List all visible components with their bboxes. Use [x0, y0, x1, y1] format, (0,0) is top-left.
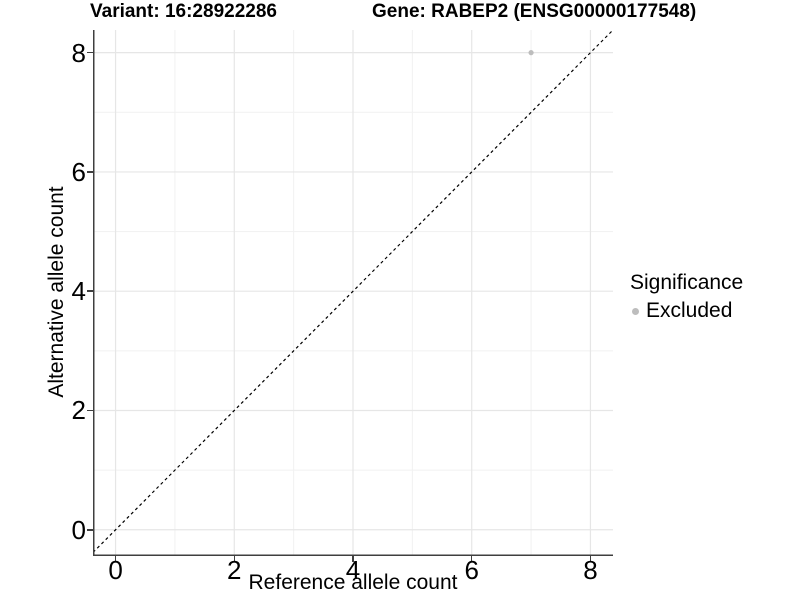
plot-title-gene: Gene: RABEP2 (ENSG00000177548): [372, 1, 697, 22]
y-tick-mark: [87, 51, 93, 54]
legend-item-excluded: Excluded: [630, 298, 743, 324]
y-axis-title: Alternative allele count: [45, 186, 68, 398]
y-tick-label: 4: [71, 276, 86, 307]
y-tick-mark: [87, 171, 93, 173]
x-tick-label: 4: [345, 555, 361, 585]
plot-panel: [93, 30, 613, 556]
identity-line: [93, 30, 613, 553]
x-tick-label: 8: [583, 555, 598, 585]
plot-canvas: [93, 30, 613, 556]
legend: Significance Excluded: [630, 270, 743, 324]
legend-title: Significance: [630, 271, 744, 294]
plot-title-variant: Variant: 16:28922286: [90, 1, 277, 22]
x-axis-title: Reference allele count: [248, 571, 458, 594]
x-tick-label: 6: [464, 555, 479, 585]
y-tick-label: 8: [71, 37, 86, 68]
y-tick-mark: [87, 409, 93, 412]
y-tick-label: 2: [71, 395, 86, 426]
x-tick-mark: [352, 556, 354, 562]
legend-point-icon: [632, 307, 639, 315]
data-point-excluded: [528, 50, 534, 56]
x-tick-mark: [589, 556, 592, 562]
x-tick-label: 2: [227, 555, 242, 585]
x-tick-mark: [470, 556, 473, 562]
y-tick-mark: [87, 290, 93, 292]
x-tick-label: 0: [108, 555, 123, 585]
x-tick-mark: [114, 556, 117, 562]
x-tick-mark: [233, 556, 236, 562]
y-tick-label: 6: [71, 156, 86, 187]
y-tick-mark: [87, 529, 93, 531]
legend-item-label: Excluded: [646, 299, 733, 322]
y-tick-label: 0: [71, 514, 86, 545]
